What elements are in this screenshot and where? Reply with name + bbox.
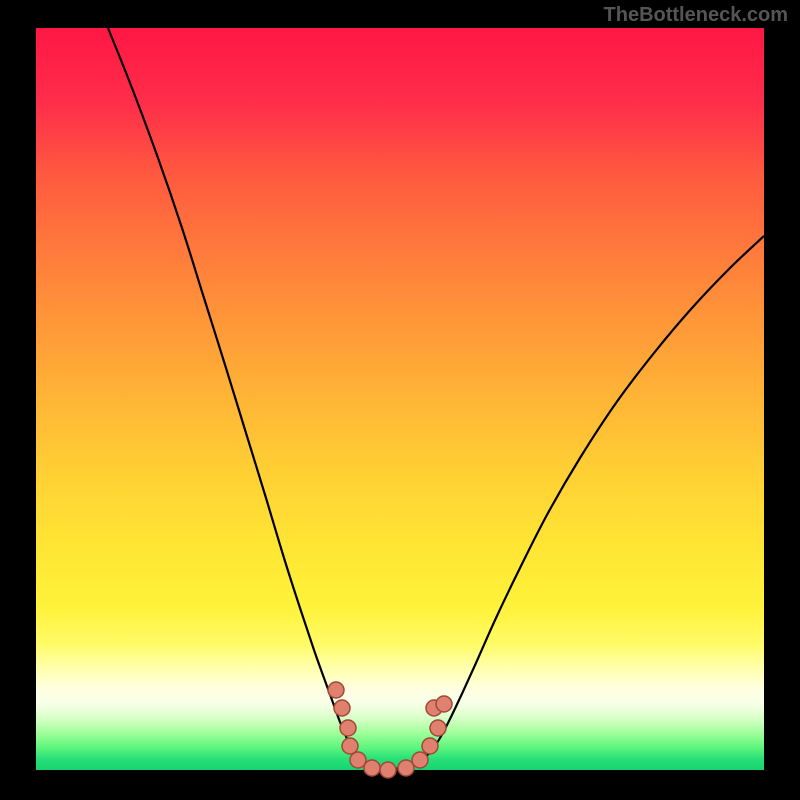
- data-marker: [340, 720, 356, 736]
- data-marker: [422, 738, 438, 754]
- data-markers: [328, 682, 452, 778]
- curve-layer: [36, 28, 764, 770]
- data-marker: [436, 696, 452, 712]
- data-marker: [334, 700, 350, 716]
- data-marker: [364, 760, 380, 776]
- data-marker: [328, 682, 344, 698]
- right-curve: [388, 236, 764, 769]
- data-marker: [430, 720, 446, 736]
- left-curve: [108, 28, 388, 769]
- data-marker: [380, 762, 396, 778]
- data-marker: [412, 752, 428, 768]
- plot-area: [36, 28, 764, 770]
- watermark-text: TheBottleneck.com: [604, 4, 788, 27]
